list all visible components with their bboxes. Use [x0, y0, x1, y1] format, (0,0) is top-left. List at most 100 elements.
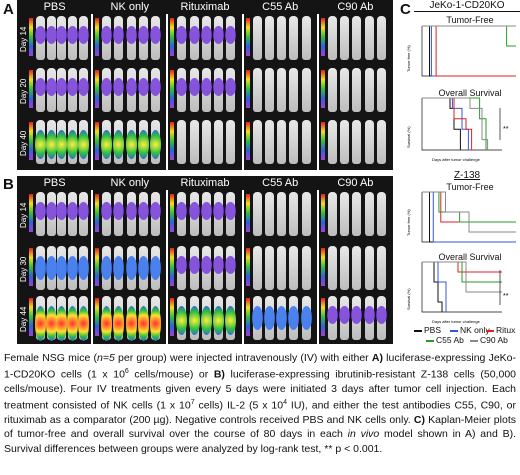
radiance-scale [95, 194, 100, 232]
mouse-image [252, 16, 262, 60]
bioluminescence-signal [213, 26, 225, 44]
mouse-image [264, 246, 274, 290]
mouse-image [289, 68, 299, 112]
bioluminescence-signal [77, 202, 89, 220]
radiance-scale [245, 18, 250, 56]
bioluminescence-signal [213, 202, 225, 220]
bioluminescence-signal [188, 78, 200, 96]
legend-swatch [426, 339, 434, 342]
radiance-scale [170, 18, 175, 56]
mouse-image [289, 246, 299, 290]
bioluminescence-signal [101, 202, 113, 220]
panel-label-b: B [3, 176, 14, 193]
mouse-image [327, 68, 337, 112]
radiance-scale [95, 18, 100, 56]
bioluminescence-signal [176, 202, 188, 220]
bioluminescence-signal [351, 306, 363, 324]
bioluminescence-signal [225, 78, 237, 96]
bioluminescence-signal [213, 306, 225, 336]
group-separator [166, 14, 169, 170]
mouse-image [277, 246, 287, 290]
bioluminescence-signal [45, 306, 57, 342]
bioluminescence-signal [200, 256, 212, 274]
mouse-image [340, 16, 350, 60]
radiance-scale [320, 18, 325, 56]
mouse-image [301, 246, 311, 290]
mouse-image [352, 16, 362, 60]
bioluminescence-signal [56, 306, 68, 342]
mouse-image [201, 120, 211, 164]
km-curve-z-c90-os [422, 261, 502, 293]
radiance-scale [170, 70, 175, 108]
bioluminescence-signal [66, 256, 78, 280]
mouse-image [264, 16, 274, 60]
mouse-image [376, 246, 386, 290]
group-separator [91, 14, 94, 170]
bioluminescence-signal [200, 306, 212, 336]
group-separator [316, 14, 319, 170]
bioluminescence-signal [137, 130, 149, 160]
bioluminescence-signal [200, 78, 212, 96]
bioluminescence-signal [150, 202, 162, 220]
mouse-image [252, 68, 262, 112]
sig-1: ** [503, 126, 509, 133]
bioluminescence-signal [56, 130, 68, 160]
legend-label: NK only [460, 325, 490, 335]
radiance-scale [29, 70, 33, 108]
bioluminescence-signal [339, 306, 351, 324]
mouse-image [289, 120, 299, 164]
radiance-scale [320, 122, 325, 160]
mouse-image [277, 192, 287, 236]
bioluminescence-signal [56, 26, 68, 44]
bioluminescence-signal [45, 202, 57, 220]
km-curve-c90-os [422, 97, 489, 150]
group-separator [316, 190, 319, 344]
bioluminescence-signal [35, 130, 46, 160]
bioluminescence-signal [45, 130, 57, 160]
mouse-image [277, 68, 287, 112]
mouse-image [264, 120, 274, 164]
bioluminescence-signal [213, 256, 225, 274]
bioluminescence-signal [45, 26, 57, 44]
mouse-image [301, 68, 311, 112]
bioluminescence-signal [101, 26, 113, 44]
bioluminescence-signal [113, 306, 125, 342]
mouse-image [376, 192, 386, 236]
legend-swatch [414, 329, 422, 332]
mouse-image [364, 192, 374, 236]
mouse-image [364, 16, 374, 60]
y-label-surv-1: Survival (%) [406, 126, 411, 148]
group-header-b-2: Rituximab [180, 177, 230, 189]
bioluminescence-signal [150, 306, 162, 342]
bioluminescence-signal [188, 256, 200, 274]
radiance-scale [170, 248, 175, 286]
bioluminescence-signal [77, 26, 89, 44]
radiance-scale [245, 248, 250, 286]
bioluminescence-signal [176, 256, 188, 274]
legend-label: C55 Ab [436, 335, 464, 345]
bioluminescence-signal [66, 130, 78, 160]
mouse-image [289, 16, 299, 60]
x-label-1: Days after tumor challenge [432, 157, 481, 162]
sig-2: ** [503, 293, 509, 300]
bioluminescence-signal [113, 202, 125, 220]
radiance-scale [320, 298, 325, 336]
group-separator [241, 190, 244, 344]
jeko-title: JeKo-1-CD20KO [414, 0, 520, 12]
bioluminescence-signal [125, 130, 137, 160]
bioluminescence-signal [101, 78, 113, 96]
legend-item: C55 Ab [426, 335, 464, 345]
radiance-scale [245, 194, 250, 232]
bioluminescence-signal [176, 26, 188, 44]
radiance-scale [320, 248, 325, 286]
legend-item: C90 Ab [470, 335, 508, 345]
radiance-scale [170, 122, 175, 160]
bioluminescence-signal [113, 78, 125, 96]
legend-swatch [470, 339, 478, 342]
group-header-a-0: PBS [43, 1, 66, 13]
bioluminescence-signal [288, 306, 300, 330]
radiance-scale [245, 298, 250, 336]
mouse-image [352, 120, 362, 164]
bioluminescence-signal [77, 78, 89, 96]
radiance-scale [95, 122, 100, 160]
